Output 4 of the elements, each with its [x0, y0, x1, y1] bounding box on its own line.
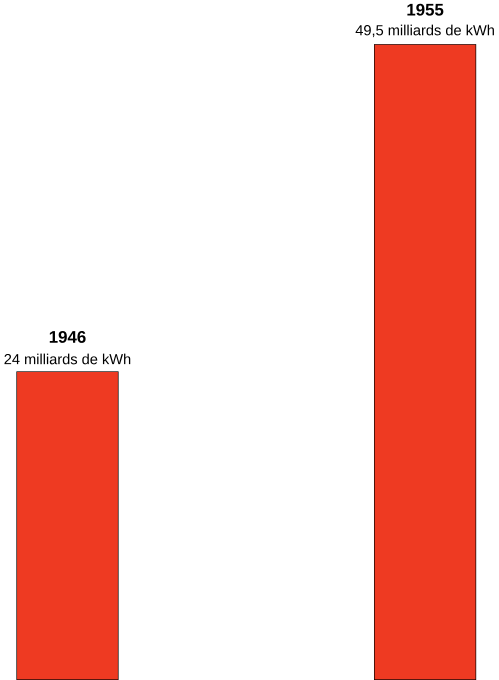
- data-label: 49,5 milliards de kWh: [356, 24, 494, 38]
- x-tick-label: 1955: [408, 4, 444, 16]
- data-label: 24 milliards de kWh: [4, 354, 130, 364]
- x-tick-label: 1946: [50, 330, 86, 343]
